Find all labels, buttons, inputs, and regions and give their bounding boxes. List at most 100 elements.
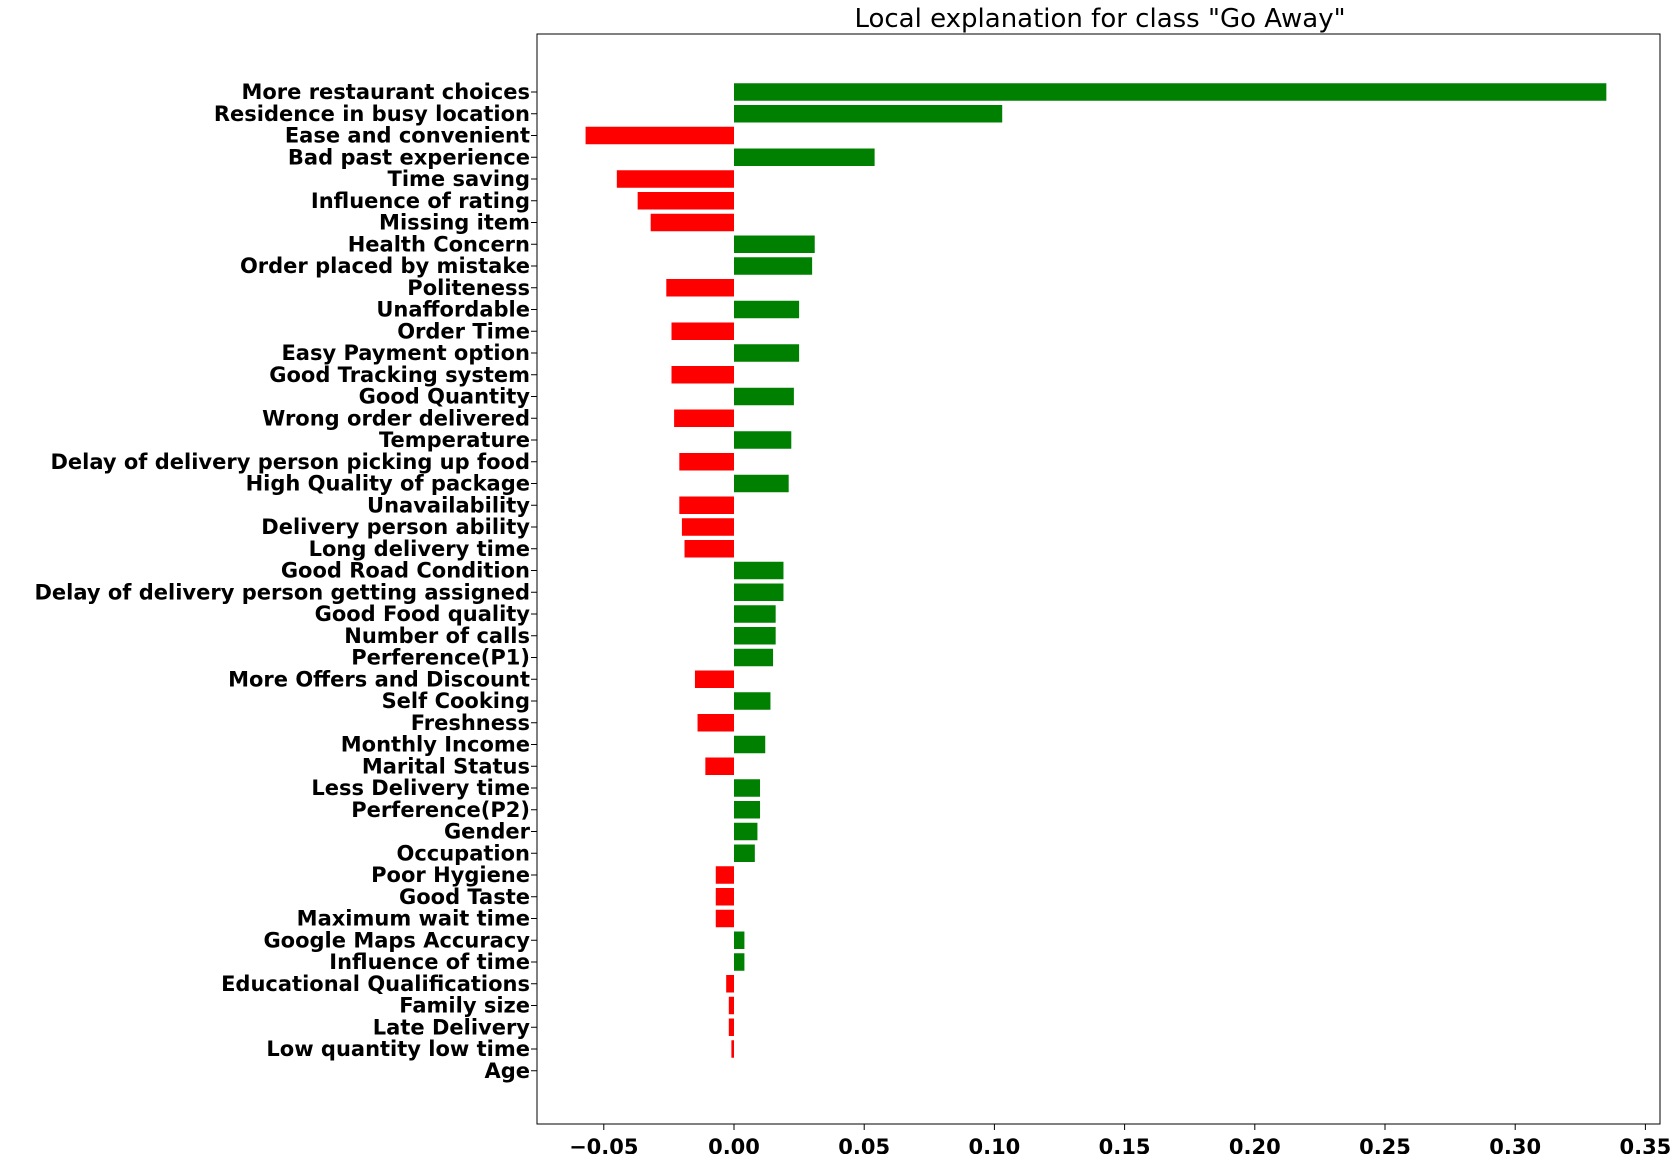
category-label: Less Delivery time [311, 776, 530, 800]
bar [728, 996, 734, 1015]
x-tick-label: 0.05 [838, 1135, 890, 1154]
category-label: Ease and convenient [285, 124, 530, 148]
category-label: Wrong order delivered [262, 406, 530, 430]
bar [697, 714, 734, 732]
bar [616, 170, 734, 188]
category-label: Temperature [379, 428, 530, 452]
bar [674, 409, 734, 427]
bar [734, 105, 1003, 123]
category-label: Unaffordable [376, 298, 530, 322]
category-label: Self Cooking [382, 689, 530, 713]
category-label: Family size [399, 994, 530, 1018]
bar [734, 561, 784, 580]
bar [715, 866, 734, 884]
bar [731, 1040, 734, 1058]
bar [734, 822, 758, 841]
bar [726, 975, 734, 993]
category-label: Perference(P1) [351, 646, 530, 670]
bar [734, 844, 755, 862]
category-label: Good Tracking system [269, 363, 530, 387]
bar [734, 83, 1607, 101]
category-label: Occupation [396, 841, 530, 865]
bar [734, 648, 774, 667]
category-label: Google Maps Accuracy [263, 928, 530, 952]
category-label: Health Concern [348, 232, 530, 256]
bar [734, 627, 776, 645]
category-label: Time saving [388, 167, 531, 191]
x-tick-label: 0.20 [1229, 1135, 1281, 1154]
bar [666, 279, 734, 297]
bar [734, 692, 771, 710]
category-label: Freshness [411, 711, 530, 735]
bar [679, 453, 734, 471]
category-label: Good Road Condition [281, 559, 530, 583]
bar [637, 192, 734, 210]
category-label: Order Time [397, 319, 530, 343]
category-label: Age [484, 1059, 530, 1083]
category-label: Maximum wait time [297, 907, 530, 931]
category-label: More restaurant choices [241, 80, 530, 104]
bars-group [585, 83, 1607, 1058]
bar [585, 126, 734, 145]
x-tick-label: 0.30 [1489, 1135, 1541, 1154]
bar [734, 474, 789, 493]
category-label: More Offers and Discount [228, 667, 530, 691]
category-label: Order placed by mistake [240, 254, 530, 278]
x-axis: −0.05 0.00 0.05 0.10 0.15 0.20 0.25 0.30 0.35 [569, 1124, 1671, 1154]
category-label: Delay of delivery person picking up food [50, 450, 530, 474]
bar [734, 735, 766, 754]
category-label: Influence of rating [311, 189, 530, 213]
category-label: Residence in busy location [214, 102, 530, 126]
x-tick-label: 0.35 [1619, 1135, 1671, 1154]
category-label: Educational Qualifications [221, 972, 530, 996]
chart-title: Local explanation for class "Go Away" [854, 4, 1345, 34]
category-label: Gender [444, 820, 531, 844]
category-label: Delivery person ability [261, 515, 530, 539]
bar [734, 953, 745, 971]
bar [734, 344, 800, 362]
bar [734, 235, 815, 253]
bar [715, 888, 734, 906]
x-tick-label: −0.05 [569, 1135, 638, 1154]
bar [679, 496, 734, 514]
bar [734, 148, 875, 166]
category-label: Good Quantity [359, 385, 531, 409]
x-tick-label: 0.00 [708, 1135, 760, 1154]
category-label: Bad past experience [288, 145, 530, 169]
bar [705, 757, 734, 775]
bar [734, 605, 776, 623]
bar [681, 518, 734, 536]
bar [734, 801, 761, 819]
category-label: Unavailability [367, 493, 530, 517]
category-label: Easy Payment option [281, 341, 530, 365]
category-label: Good Food quality [315, 602, 531, 626]
bar [734, 300, 800, 319]
bar [734, 583, 784, 601]
category-label: Low quantity low time [266, 1037, 530, 1061]
bar [671, 366, 734, 384]
bar [734, 931, 745, 949]
bar [734, 779, 761, 797]
category-label: Poor Hygiene [371, 863, 530, 887]
category-label: Perference(P2) [351, 798, 530, 822]
category-label: Marital Status [362, 754, 530, 778]
category-label: Long delivery time [309, 537, 530, 561]
x-tick-label: 0.10 [968, 1135, 1020, 1154]
category-label: Politeness [407, 276, 530, 300]
bar [671, 322, 734, 340]
category-label: Good Taste [399, 885, 530, 909]
category-label: High Quality of package [246, 472, 530, 496]
category-label: Delay of delivery person getting assigne… [34, 580, 530, 604]
bar [728, 1018, 734, 1036]
category-label: Number of calls [344, 624, 530, 648]
bar [734, 387, 794, 406]
category-label: Missing item [379, 211, 530, 235]
bar [734, 257, 813, 275]
category-label: Monthly Income [341, 733, 530, 757]
x-tick-label: 0.15 [1099, 1135, 1151, 1154]
bar [650, 213, 734, 232]
category-label: Late Delivery [373, 1015, 531, 1039]
bar [734, 431, 792, 449]
